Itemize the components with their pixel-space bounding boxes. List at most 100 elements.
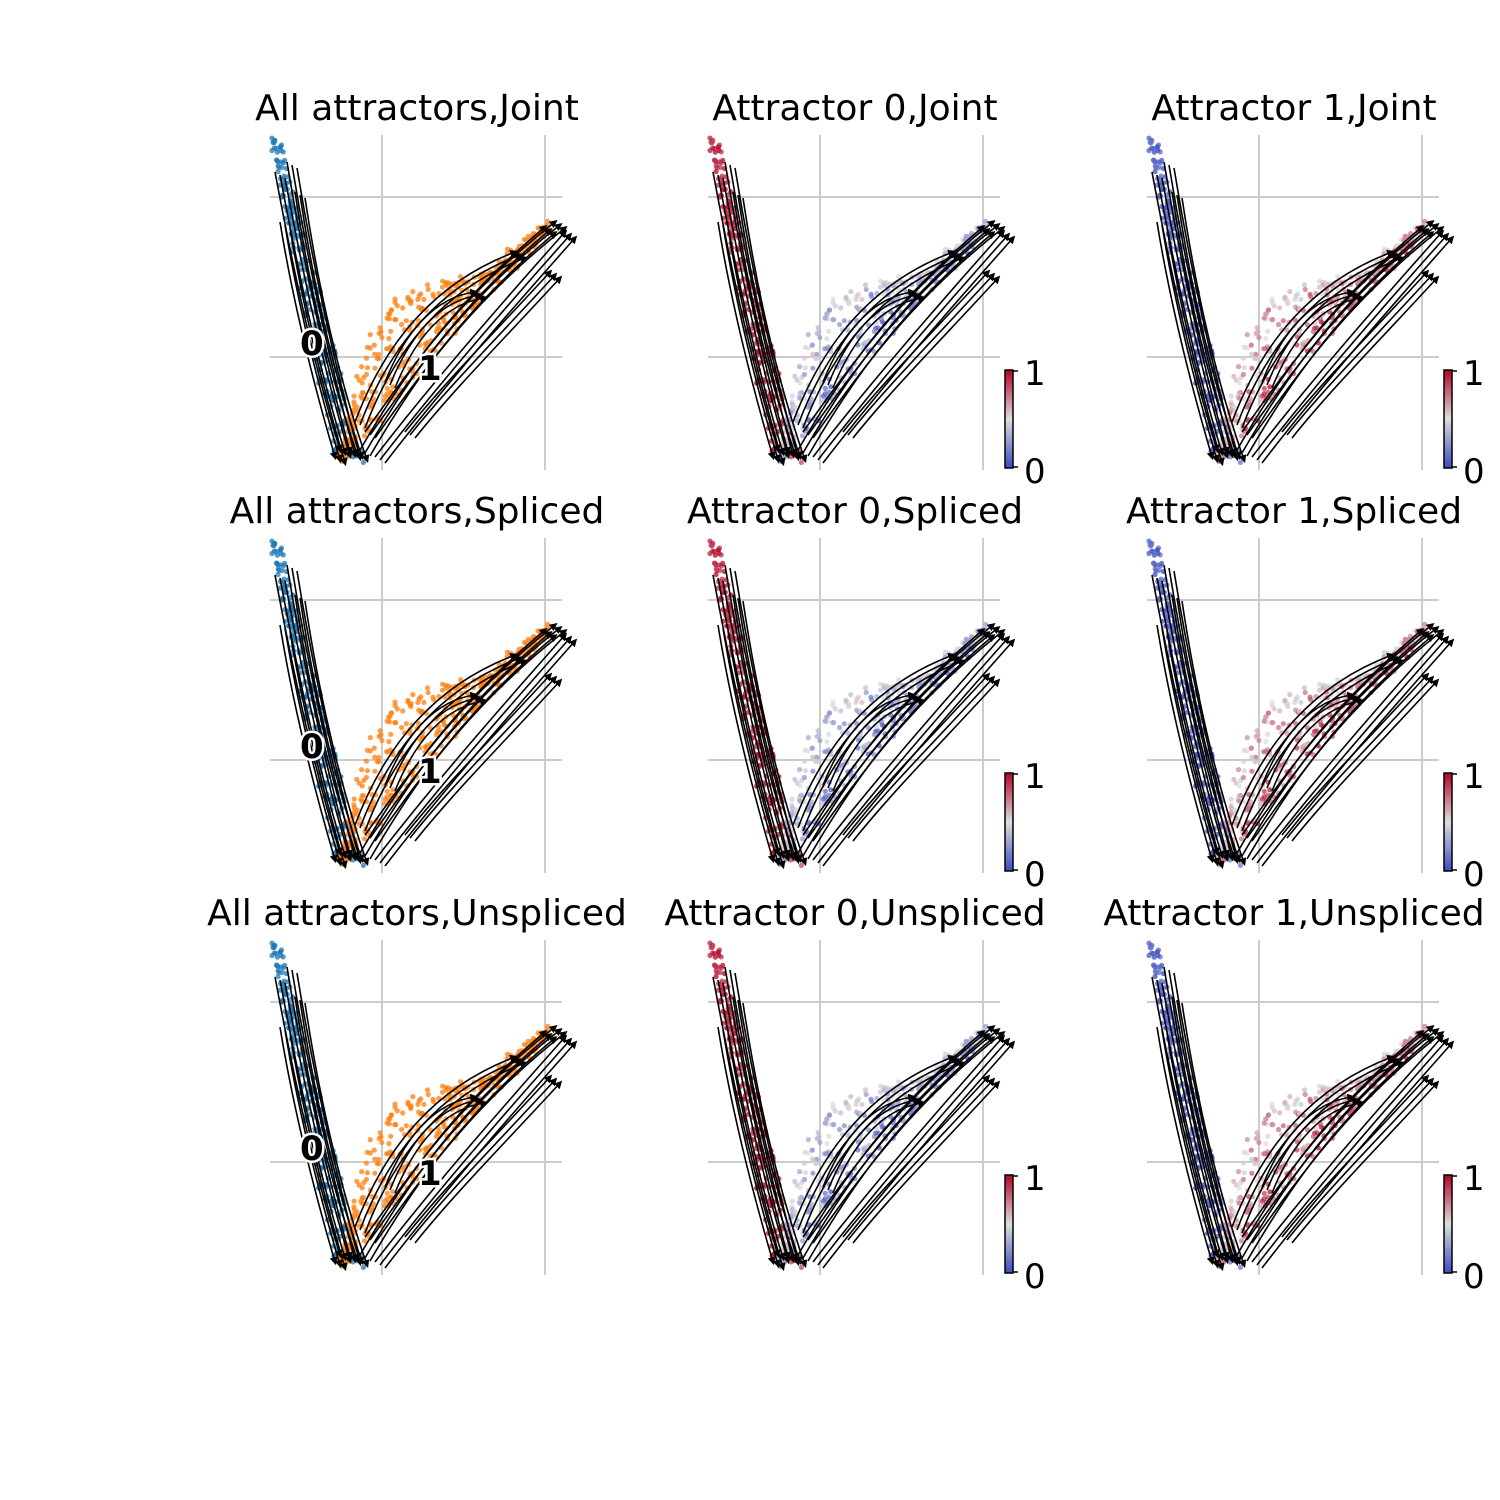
data-point: [717, 969, 723, 976]
data-point: [410, 289, 416, 295]
data-point: [378, 329, 384, 335]
data-point: [1253, 351, 1259, 357]
data-point: [1253, 758, 1259, 765]
data-point: [1237, 862, 1243, 868]
data-point: [1277, 305, 1283, 311]
data-point: [831, 317, 837, 323]
data-point: [281, 576, 287, 582]
data-point: [1156, 567, 1162, 574]
data-point: [384, 346, 390, 352]
data-point: [1152, 168, 1158, 175]
data-point: [838, 708, 844, 714]
data-point: [407, 327, 413, 333]
data-point: [1265, 731, 1271, 737]
streamline: [1241, 220, 1435, 433]
data-point: [1238, 433, 1245, 439]
data-point: [843, 697, 849, 703]
streamline: [1261, 288, 1356, 383]
data-point: [384, 1151, 390, 1157]
data-point: [810, 351, 816, 357]
velocity-streams: [274, 161, 578, 467]
colorbar-min-label: 0: [1024, 452, 1046, 492]
data-point: [393, 317, 399, 323]
streamline: [299, 194, 365, 461]
data-point: [392, 299, 398, 306]
data-point: [1158, 576, 1164, 582]
data-point: [837, 321, 843, 328]
data-point: [1282, 697, 1288, 703]
data-point: [393, 1122, 399, 1128]
streamline: [722, 224, 781, 464]
streamline: [1176, 194, 1242, 461]
data-point: [716, 147, 722, 153]
data-point: [1381, 246, 1387, 252]
data-point: [1254, 325, 1260, 331]
data-point: [384, 794, 390, 800]
streamline: [1281, 269, 1430, 433]
data-point: [1236, 767, 1242, 773]
colorbar-min-label: 0: [1463, 855, 1485, 895]
panel-title: Attractor 0,Spliced: [687, 491, 1023, 532]
data-point: [377, 728, 383, 734]
data-point: [388, 731, 394, 737]
data-point: [1269, 299, 1275, 306]
data-point: [797, 767, 803, 773]
streamline: [289, 227, 348, 467]
data-point: [1261, 718, 1267, 724]
data-point: [422, 744, 428, 750]
data-point: [708, 542, 714, 548]
data-point: [269, 135, 275, 141]
data-point: [408, 703, 414, 710]
data-point: [399, 1126, 405, 1133]
data-point: [363, 371, 369, 378]
data-point: [1240, 371, 1246, 378]
data-point: [1221, 857, 1227, 863]
data-point: [430, 1096, 436, 1102]
data-point: [716, 159, 722, 165]
streamline: [274, 171, 343, 454]
panel-title: Attractor 0,Unspliced: [664, 893, 1045, 934]
data-point: [1265, 328, 1271, 334]
streamline: [389, 291, 484, 386]
data-point: [359, 798, 365, 804]
data-point: [359, 390, 365, 396]
streamline: [354, 249, 518, 423]
colorbar-bar: [1443, 369, 1453, 469]
data-point: [359, 1195, 365, 1201]
streamline: [379, 232, 573, 461]
data-point: [410, 1094, 416, 1100]
data-point: [1228, 796, 1234, 802]
data-point: [1261, 391, 1267, 397]
data-point: [270, 542, 276, 548]
data-point: [1263, 739, 1269, 745]
data-point: [372, 351, 378, 357]
data-point: [877, 284, 884, 290]
data-point: [273, 145, 279, 152]
data-point: [354, 807, 360, 813]
data-point: [871, 328, 877, 335]
streamline: [832, 294, 927, 389]
data-point: [393, 720, 399, 726]
data-point: [1146, 538, 1152, 544]
data-point: [372, 1170, 378, 1176]
data-point: [862, 282, 869, 288]
data-point: [367, 735, 373, 741]
data-point: [1244, 332, 1250, 338]
data-point: [388, 328, 394, 334]
data-point: [822, 346, 828, 352]
data-point: [376, 754, 382, 760]
data-point: [1158, 173, 1164, 179]
data-point: [848, 289, 854, 295]
data-point: [1256, 334, 1262, 341]
streamline: [807, 230, 996, 457]
data-point: [802, 365, 808, 371]
data-point: [797, 395, 803, 401]
streamline: [792, 249, 956, 423]
data-point: [384, 385, 390, 391]
data-point: [278, 964, 284, 970]
data-point: [344, 857, 350, 863]
